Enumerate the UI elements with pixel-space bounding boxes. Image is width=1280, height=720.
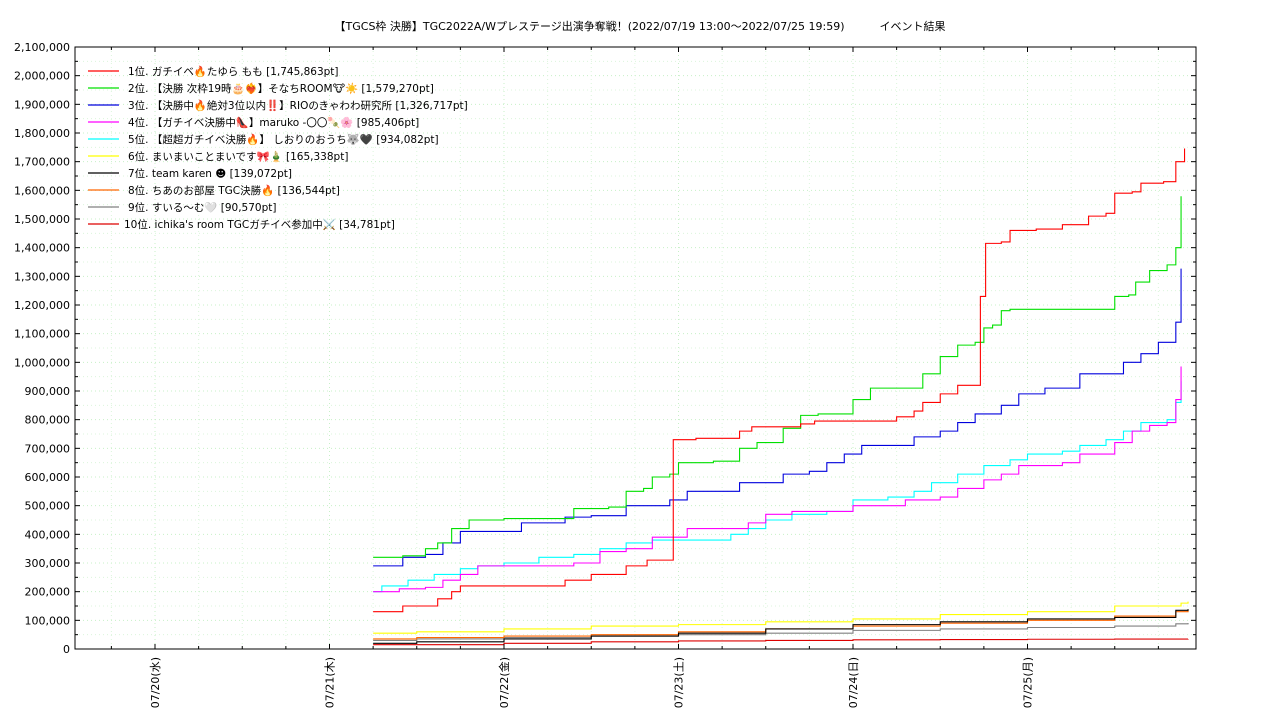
series-line bbox=[373, 609, 1189, 644]
y-tick-label: 1,300,000 bbox=[14, 270, 70, 283]
y-tick-label: 1,800,000 bbox=[14, 127, 70, 140]
legend-label: 1位. ガチイベ🔥たゆら もも [1,745,863pt] bbox=[128, 65, 339, 78]
grid-lines bbox=[75, 47, 1196, 649]
y-tick-label: 700,000 bbox=[25, 442, 71, 455]
series-lines bbox=[373, 148, 1189, 646]
legend-label: 9位. すいる〜む🤍 [90,570pt] bbox=[128, 201, 276, 214]
legend-label: 3位. 【決勝中🔥絶対3位以内‼️】RIOのきゃわわ研究所 [1,326,717… bbox=[128, 99, 468, 112]
legend-label: 5位. 【超超ガチイベ決勝🔥】 しおりのおうち🐺🖤 [934,082pt] bbox=[128, 133, 439, 146]
y-tick-label: 1,100,000 bbox=[14, 328, 70, 341]
legend-label: 7位. team karen ☻ [139,072pt] bbox=[128, 167, 292, 180]
y-tick-label: 900,000 bbox=[25, 385, 71, 398]
series-line bbox=[373, 148, 1186, 613]
y-tick-label: 100,000 bbox=[25, 614, 71, 627]
series-line bbox=[373, 381, 1182, 593]
y-tick-label: 400,000 bbox=[25, 528, 71, 541]
chart-title: 【TGCS枠 決勝】TGC2022A/Wプレステージ出演争奪戦！(2022/07… bbox=[334, 20, 946, 33]
y-tick-label: 1,200,000 bbox=[14, 299, 70, 312]
y-tick-label: 500,000 bbox=[25, 500, 71, 513]
x-tick-label: 07/25(月) bbox=[1022, 657, 1035, 708]
y-tick-label: 1,500,000 bbox=[14, 213, 70, 226]
y-tick-label: 2,000,000 bbox=[14, 70, 70, 83]
y-tick-label: 600,000 bbox=[25, 471, 71, 484]
legend-label: 2位. 【決勝 次枠19時🎂❤️‍🔥】そなちROOM🐮☀️ [1,579,270… bbox=[128, 82, 434, 95]
x-tick-label: 07/20(水) bbox=[149, 657, 162, 708]
x-tick-label: 07/21(木) bbox=[324, 657, 337, 708]
legend-label: 4位. 【ガチイベ決勝中👠】maruko -〇〇🍡🌸 [985,406pt] bbox=[128, 116, 419, 129]
y-tick-label: 1,900,000 bbox=[14, 98, 70, 111]
y-tick-label: 1,000,000 bbox=[14, 356, 70, 369]
series-line bbox=[373, 601, 1189, 634]
y-tick-label: 1,700,000 bbox=[14, 156, 70, 169]
axis-ticks: 0 100,000 200,000 300,000 400,000 500,000 600,… bbox=[14, 41, 1196, 708]
x-tick-label: 07/22(金) bbox=[497, 657, 511, 708]
series-line bbox=[373, 366, 1182, 593]
y-tick-label: 300,000 bbox=[25, 557, 71, 570]
legend: 1位. ガチイベ🔥たゆら もも [1,745,863pt] 2位. 【決勝 次枠1… bbox=[88, 65, 468, 231]
y-tick-label: 1,400,000 bbox=[14, 242, 70, 255]
y-tick-label: 2,100,000 bbox=[14, 41, 70, 54]
y-tick-label: 1,600,000 bbox=[14, 184, 70, 197]
legend-label: 10位. ichika's room TGCガチイベ参加中⚔️ [34,781p… bbox=[124, 218, 395, 231]
legend-label: 8位. ちあのお部屋 TGC決勝🔥 [136,544pt] bbox=[128, 184, 340, 197]
y-tick-label: 200,000 bbox=[25, 586, 71, 599]
series-line bbox=[373, 196, 1182, 558]
series-line bbox=[373, 268, 1182, 567]
legend-label: 6位. まいまいことまいです🎀🎍 [165,338pt] bbox=[128, 150, 348, 163]
y-tick-label: 0 bbox=[63, 643, 70, 656]
x-tick-label: 07/23(土) bbox=[673, 657, 686, 708]
x-tick-label: 07/24(日) bbox=[847, 657, 860, 708]
series-line bbox=[373, 638, 1189, 646]
y-tick-label: 800,000 bbox=[25, 414, 71, 427]
